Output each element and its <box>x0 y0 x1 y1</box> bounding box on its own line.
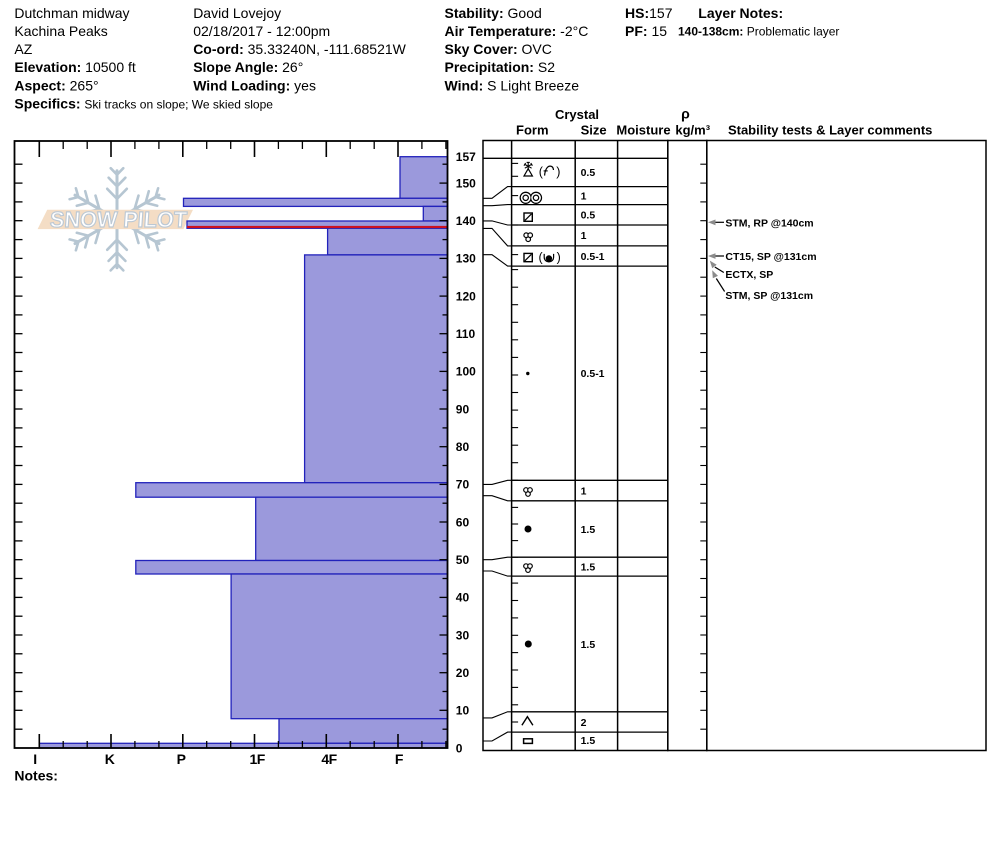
svg-text:80: 80 <box>456 440 470 454</box>
svg-text:Precipitation: S2: Precipitation: S2 <box>445 59 556 75</box>
svg-text:140: 140 <box>456 214 476 228</box>
svg-text:Notes:: Notes: <box>14 768 58 784</box>
svg-text:(: ( <box>539 165 544 179</box>
svg-text:10: 10 <box>456 704 470 718</box>
svg-text:Wind: S Light Breeze: Wind: S Light Breeze <box>445 77 580 93</box>
svg-text:100: 100 <box>456 365 476 379</box>
svg-text:150: 150 <box>456 176 476 190</box>
svg-text:120: 120 <box>456 289 476 303</box>
svg-text:David Lovejoy: David Lovejoy <box>193 5 281 21</box>
svg-text:I: I <box>33 751 36 767</box>
svg-text:0.5: 0.5 <box>581 167 596 179</box>
svg-text:STM, SP @131cm: STM, SP @131cm <box>725 290 813 302</box>
svg-text:STM, RP @140cm: STM, RP @140cm <box>725 217 813 229</box>
svg-text:ρ: ρ <box>681 106 690 122</box>
svg-text:Elevation: 10500 ft: Elevation: 10500 ft <box>14 59 136 75</box>
svg-text:1.5: 1.5 <box>581 524 596 536</box>
svg-text:30: 30 <box>456 628 470 642</box>
svg-text:110: 110 <box>456 327 476 341</box>
svg-text:Co-ord: 35.33240N, -111.68521W: Co-ord: 35.33240N, -111.68521W <box>193 41 406 57</box>
svg-text:K: K <box>105 751 115 767</box>
svg-text:Wind Loading: yes: Wind Loading: yes <box>193 77 316 93</box>
svg-text:CT15, SP @131cm: CT15, SP @131cm <box>725 251 816 263</box>
svg-text:Size: Size <box>581 123 607 138</box>
svg-text:20: 20 <box>456 666 470 680</box>
svg-text:90: 90 <box>456 402 470 416</box>
svg-text:Layer Notes:: Layer Notes: <box>698 5 783 21</box>
svg-text:Air Temperature: -2°C: Air Temperature: -2°C <box>445 23 589 39</box>
svg-text:1.5: 1.5 <box>581 735 596 747</box>
svg-text:Moisture: Moisture <box>616 123 670 138</box>
svg-text:): ) <box>556 165 560 179</box>
svg-text:Sky Cover: OVC: Sky Cover: OVC <box>445 41 552 57</box>
svg-text:40: 40 <box>456 591 470 605</box>
svg-text:Specifics: Ski tracks on slope: Specifics: Ski tracks on slope; We skied… <box>14 95 273 111</box>
svg-text:1: 1 <box>581 230 587 242</box>
svg-text:ECTX, SP: ECTX, SP <box>725 269 773 281</box>
svg-text:HS:157: HS:157 <box>625 5 673 21</box>
svg-text:1: 1 <box>581 190 587 202</box>
svg-text:SNOW PILOT: SNOW PILOT <box>49 207 188 232</box>
svg-text:P: P <box>177 751 186 767</box>
svg-text:4F: 4F <box>321 751 337 767</box>
svg-text:1: 1 <box>581 485 587 497</box>
svg-text:1.5: 1.5 <box>581 639 596 651</box>
svg-text:Kachina Peaks: Kachina Peaks <box>14 23 107 39</box>
svg-text:): ) <box>557 251 561 265</box>
svg-text:0.5-1: 0.5-1 <box>581 368 605 380</box>
svg-text:Form: Form <box>516 123 549 138</box>
svg-text:kg/m³: kg/m³ <box>675 123 710 138</box>
svg-text:60: 60 <box>456 515 470 529</box>
svg-text:70: 70 <box>456 478 470 492</box>
svg-text:0: 0 <box>456 741 463 755</box>
svg-text:2: 2 <box>581 717 587 729</box>
svg-text:140-138cm: Problematic layer: 140-138cm: Problematic layer <box>678 25 839 39</box>
svg-text:Crystal: Crystal <box>555 107 599 122</box>
svg-text:1F: 1F <box>250 751 266 767</box>
svg-text:Stability: Good: Stability: Good <box>445 5 542 21</box>
svg-text:Stability tests & Layer commen: Stability tests & Layer comments <box>728 123 932 138</box>
svg-text:Dutchman midway: Dutchman midway <box>14 5 129 21</box>
svg-text:157: 157 <box>456 150 476 164</box>
svg-text:0.5: 0.5 <box>581 210 596 222</box>
svg-text:Aspect: 265°: Aspect: 265° <box>14 77 98 93</box>
svg-text:PF: 15: PF: 15 <box>625 23 667 39</box>
svg-text:0.5-1: 0.5-1 <box>581 251 605 263</box>
svg-text:130: 130 <box>456 252 476 266</box>
svg-text:1.5: 1.5 <box>581 562 596 574</box>
svg-text:F: F <box>395 751 404 767</box>
svg-text:02/18/2017 - 12:00pm: 02/18/2017 - 12:00pm <box>193 23 330 39</box>
svg-text:50: 50 <box>456 553 470 567</box>
svg-text:Slope Angle: 26°: Slope Angle: 26° <box>193 59 303 75</box>
svg-text:AZ: AZ <box>14 41 32 57</box>
svg-text:(: ( <box>539 251 544 265</box>
